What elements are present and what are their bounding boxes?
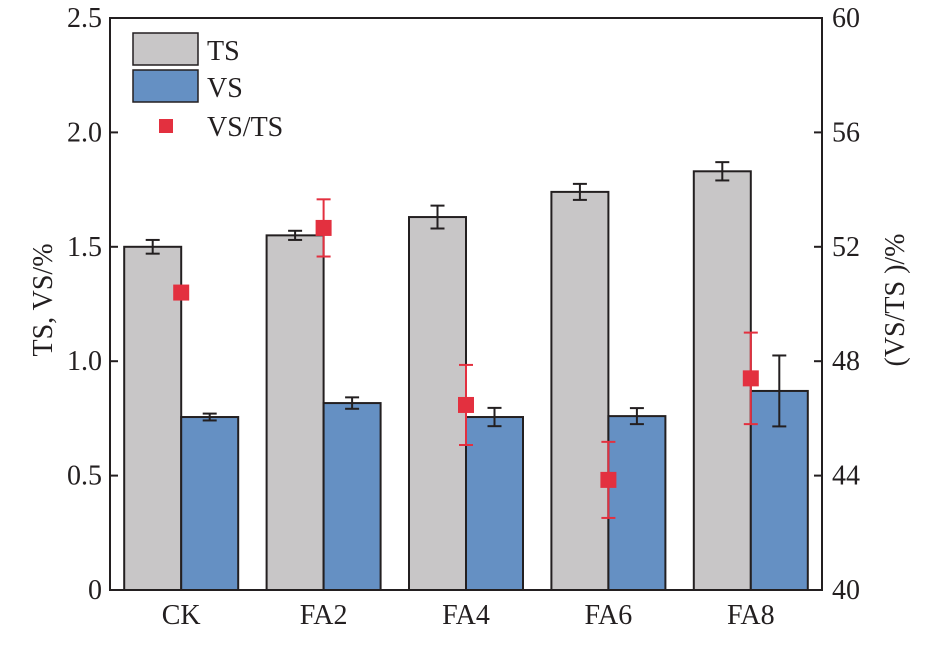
point-ratio-fa2 — [315, 219, 332, 236]
legend-label-ts: TS — [207, 36, 240, 67]
right-tick-label: 56 — [832, 117, 860, 148]
bar-ts-fa4 — [408, 216, 467, 591]
bar-vs-fa6 — [607, 415, 667, 591]
ticks-layer: CK FA2 FA4 FA6 FA8 0 0.5 1.0 1.5 2.0 2.5 40 44 48 52 56… — [67, 3, 860, 631]
left-tick-label: 2.5 — [67, 3, 102, 34]
plot-frame — [109, 17, 823, 591]
legend: TS VS VS/TS — [132, 32, 283, 143]
bar-ts-fa8 — [692, 170, 752, 592]
bar-vs-fa2 — [322, 402, 382, 591]
point-ratio-fa8 — [742, 370, 759, 387]
x-tick-label-fa6: FA6 — [585, 600, 633, 631]
left-tick-label: 2.0 — [67, 117, 102, 148]
x-tick-label-fa2: FA2 — [300, 600, 348, 631]
bar-vs-fa4 — [465, 416, 524, 591]
left-tick-label: 1.0 — [67, 346, 102, 377]
legend-label-ratio: VS/TS — [207, 112, 283, 143]
left-tick-label: 1.5 — [67, 232, 102, 263]
right-tick-label: 40 — [832, 575, 860, 606]
legend-marker-ratio — [159, 119, 173, 133]
bar-ts-ck — [123, 245, 183, 592]
right-axis-title: (VS/TS )/% — [880, 234, 911, 367]
left-tick-label: 0 — [88, 575, 102, 606]
point-ratio-fa4 — [458, 396, 474, 413]
x-tick-label-ck: CK — [162, 600, 201, 631]
left-axis-title: TS, VS/% — [28, 243, 59, 356]
bar-vs-ck — [180, 416, 240, 591]
bar-ts-fa6 — [550, 190, 610, 591]
right-tick-label: 44 — [832, 461, 860, 492]
legend-swatch-vs — [132, 69, 199, 103]
right-tick-label: 52 — [832, 232, 860, 263]
legend-label-vs: VS — [207, 73, 243, 104]
ratio-points-layer — [173, 219, 759, 488]
right-tick-label: 48 — [832, 346, 860, 377]
point-ratio-fa6 — [600, 471, 617, 488]
x-tick-label-fa4: FA4 — [442, 600, 490, 631]
legend-swatch-ts — [132, 32, 199, 66]
right-tick-label: 60 — [832, 3, 860, 34]
bar-ts-fa2 — [265, 234, 325, 592]
left-tick-label: 0.5 — [67, 461, 102, 492]
x-tick-label-fa8: FA8 — [727, 600, 775, 631]
point-ratio-ck — [173, 284, 190, 301]
